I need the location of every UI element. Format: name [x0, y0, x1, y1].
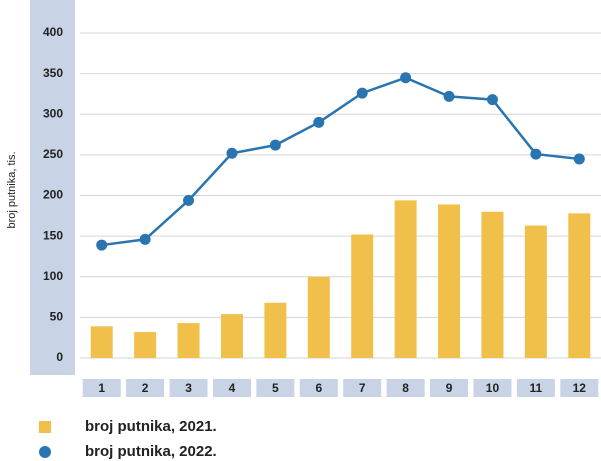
line-point [530, 148, 542, 160]
y-tick-label: 400 [43, 25, 63, 39]
line-point [573, 153, 585, 165]
line-point [356, 87, 368, 99]
x-tick-label: 7 [359, 381, 366, 395]
line-point [269, 139, 281, 151]
y-axis-label: broj putnika, tis. [6, 151, 18, 228]
bar [394, 200, 417, 358]
x-tick-label: 2 [142, 381, 149, 395]
y-tick-label: 200 [43, 188, 63, 202]
bar [524, 225, 547, 358]
y-axis-band [30, 0, 75, 375]
x-tick-label: 3 [185, 381, 192, 395]
x-tick-box [169, 379, 208, 397]
x-tick-label: 6 [315, 381, 322, 395]
line-point [139, 233, 151, 245]
legend-swatch [39, 421, 51, 433]
x-tick-label: 10 [486, 381, 500, 395]
x-tick-label: 8 [402, 381, 409, 395]
x-tick-label: 11 [530, 381, 543, 395]
legend-swatch [39, 446, 51, 458]
bar [134, 332, 157, 358]
line-point [486, 94, 498, 106]
x-tick-box [82, 379, 121, 397]
x-tick-box [299, 379, 338, 397]
y-tick-label: 300 [43, 106, 63, 120]
line-point [443, 90, 455, 102]
x-tick-box [212, 379, 251, 397]
line-point [226, 147, 238, 159]
bar [90, 326, 113, 358]
x-tick-box [343, 379, 382, 397]
x-tick-label: 12 [573, 381, 587, 395]
y-tick-label: 100 [43, 269, 63, 283]
line-point [96, 239, 108, 251]
line-point [313, 116, 325, 128]
x-tick-box [386, 379, 425, 397]
y-tick-label: 250 [43, 147, 63, 161]
x-tick-box [473, 379, 512, 397]
x-tick-label: 5 [272, 381, 279, 395]
bar [177, 323, 200, 358]
bar [264, 302, 287, 358]
x-tick-label: 1 [98, 381, 105, 395]
x-tick-label: 9 [446, 381, 453, 395]
bar [481, 211, 504, 358]
bar [220, 314, 243, 358]
bar [438, 204, 461, 358]
line-point [183, 194, 195, 206]
x-tick-box [126, 379, 165, 397]
bar [351, 234, 374, 358]
legend-label: broj putnika, 2021. [85, 418, 217, 435]
x-tick-box [430, 379, 469, 397]
line-point [400, 72, 412, 84]
x-tick-box [516, 379, 555, 397]
y-tick-label: 150 [43, 228, 63, 242]
y-tick-label: 350 [43, 66, 63, 80]
x-tick-box [256, 379, 295, 397]
bar [307, 276, 330, 358]
line [101, 76, 580, 247]
legend-label: broj putnika, 2022. [85, 443, 217, 460]
y-tick-label: 50 [50, 310, 64, 324]
bar [568, 213, 591, 358]
x-tick-label: 4 [229, 381, 236, 395]
y-tick-label: 0 [56, 350, 63, 364]
x-tick-box [560, 379, 599, 397]
